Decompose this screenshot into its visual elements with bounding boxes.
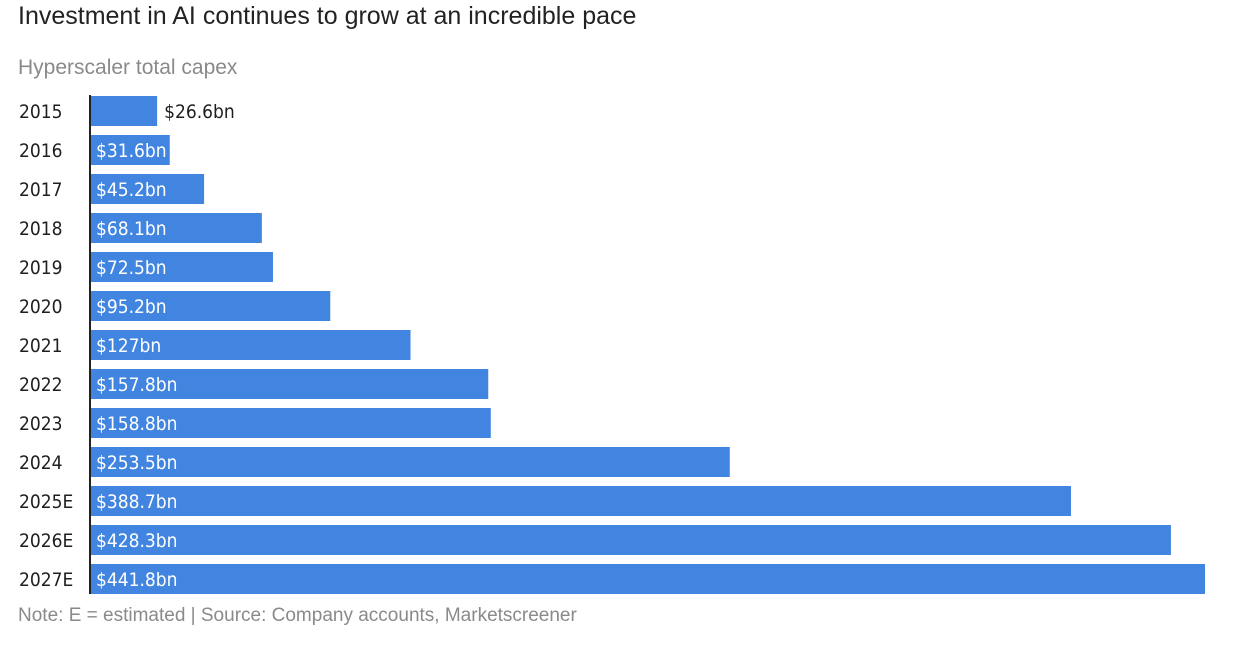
data-label: $428.3bn xyxy=(96,530,177,552)
data-label: $31.6bn xyxy=(96,140,167,162)
chart-note: Note: E = estimated | Source: Company ac… xyxy=(18,605,577,626)
category-label: 2021 xyxy=(19,335,63,357)
bar xyxy=(90,369,489,399)
data-label: $157.8bn xyxy=(96,374,177,396)
category-label: 2025E xyxy=(19,491,73,513)
bar xyxy=(90,447,730,477)
category-label: 2022 xyxy=(19,374,63,396)
data-label: $253.5bn xyxy=(96,452,177,474)
bar xyxy=(90,486,1071,516)
data-label: $26.6bn xyxy=(164,101,235,123)
bar xyxy=(90,252,273,282)
category-label: 2018 xyxy=(19,218,63,240)
data-label: $441.8bn xyxy=(96,569,177,591)
category-label: 2015 xyxy=(19,101,63,123)
data-label: $45.2bn xyxy=(96,179,167,201)
bar xyxy=(90,291,331,321)
category-label: 2024 xyxy=(19,452,63,474)
bar xyxy=(90,135,170,165)
data-label: $72.5bn xyxy=(96,257,167,279)
chart-title: Investment in AI continues to grow at an… xyxy=(18,2,637,30)
data-label: $95.2bn xyxy=(96,296,167,318)
category-label: 2023 xyxy=(19,413,63,435)
category-label: 2020 xyxy=(19,296,63,318)
category-label: 2017 xyxy=(19,179,63,201)
bar xyxy=(90,408,491,438)
chart-subtitle: Hyperscaler total capex xyxy=(18,56,238,79)
category-label: 2026E xyxy=(19,530,73,552)
bar xyxy=(90,174,205,204)
data-label: $127bn xyxy=(96,335,161,357)
category-label: 2027E xyxy=(19,569,73,591)
bar xyxy=(90,213,262,243)
data-label: $388.7bn xyxy=(96,491,177,513)
bar xyxy=(90,330,411,360)
bar xyxy=(90,564,1205,594)
data-label: $68.1bn xyxy=(96,218,167,240)
category-label: 2016 xyxy=(19,140,63,162)
data-label: $158.8bn xyxy=(96,413,177,435)
bar xyxy=(90,525,1171,555)
category-label: 2019 xyxy=(19,257,63,279)
bar xyxy=(90,96,158,126)
